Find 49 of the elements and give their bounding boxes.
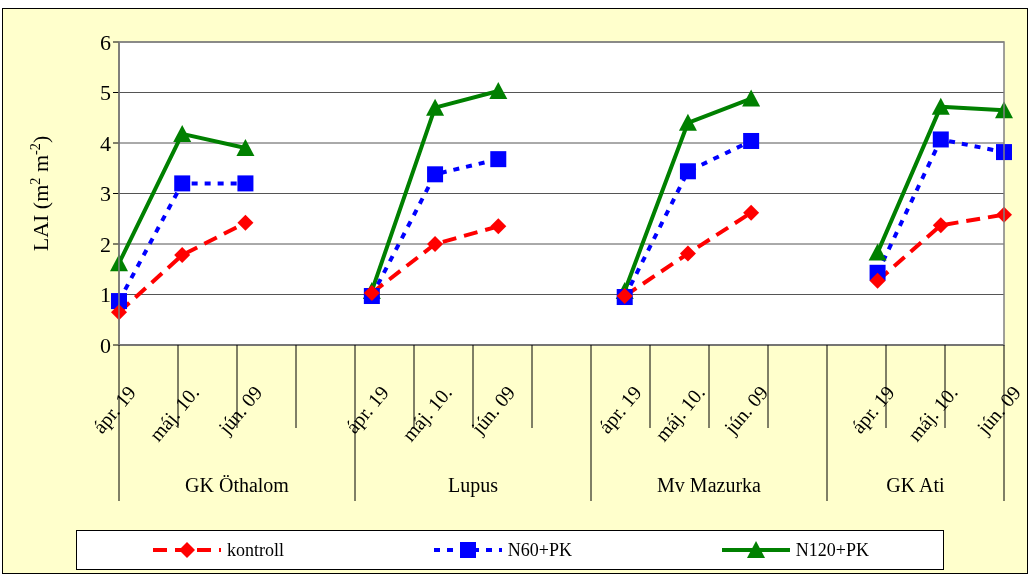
text: GK Ati: [886, 474, 946, 496]
point: [490, 218, 507, 235]
legend-label: kontroll: [226, 539, 284, 561]
x-tick-label: máj. 10.: [903, 381, 963, 447]
point: [427, 236, 444, 252]
point: [237, 175, 254, 192]
x-tick-label: jún. 09: [466, 381, 521, 440]
x-tick-label: ápr. 19: [593, 381, 647, 438]
legend-label: N120+PK: [795, 539, 870, 561]
point: [742, 89, 761, 107]
text: GK Öthalom: [185, 474, 290, 496]
point: [237, 214, 254, 231]
legend-label: N60+PK: [507, 539, 572, 561]
point: [490, 151, 507, 168]
x-tick-label: ápr. 19: [341, 381, 394, 438]
x-tick-label: jún. 09: [971, 381, 1026, 440]
point: [173, 124, 192, 142]
y-tick-label: 6: [100, 29, 111, 55]
point: [932, 131, 949, 148]
point: [932, 217, 949, 234]
x-tick-label: jún. 09: [719, 381, 773, 440]
y-tick-label: 3: [100, 181, 111, 207]
y-tick-label: 2: [100, 231, 111, 257]
point: [743, 204, 760, 221]
x-tick-label: jún. 09: [213, 381, 268, 440]
x-tick-label: ápr. 19: [846, 381, 900, 438]
point: [868, 243, 887, 261]
x-tick-label: máj. 10.: [144, 381, 205, 447]
text: Mv Mazurka: [657, 474, 762, 496]
point: [426, 98, 445, 116]
point: [743, 132, 760, 149]
y-tick-label: 1: [100, 282, 111, 308]
point: [679, 163, 696, 180]
point: [174, 247, 191, 264]
point: [174, 175, 191, 192]
point: [679, 245, 696, 262]
x-tick-label: ápr. 19: [88, 381, 141, 438]
point: [427, 166, 444, 183]
point: [489, 81, 508, 99]
point: [931, 97, 950, 115]
y-tick-label: 0: [100, 332, 111, 358]
point: [869, 272, 886, 289]
x-tick-label: máj. 10.: [650, 381, 710, 447]
point: [236, 139, 255, 157]
text: Lupus: [448, 474, 499, 497]
y-tick-label: 5: [100, 80, 111, 106]
x-tick-label: máj. 10.: [397, 381, 457, 447]
point: [678, 113, 697, 131]
y-tick-label: 4: [100, 130, 111, 156]
